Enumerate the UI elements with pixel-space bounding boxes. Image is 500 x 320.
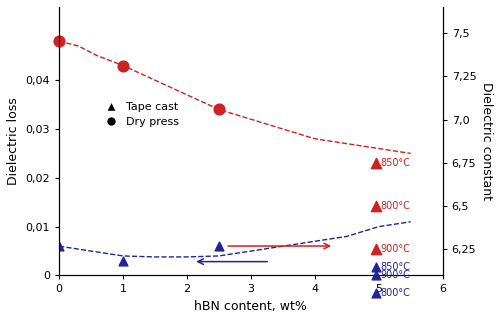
Y-axis label: Dielectric constant: Dielectric constant <box>480 82 493 200</box>
Text: 850°C: 850°C <box>380 158 410 168</box>
Text: 800°C: 800°C <box>380 288 410 298</box>
Text: 900°C: 900°C <box>380 244 410 254</box>
Text: 800°C: 800°C <box>380 201 410 211</box>
Point <box>372 247 380 252</box>
X-axis label: hBN content, wt%: hBN content, wt% <box>194 300 308 313</box>
Point <box>119 63 127 68</box>
Point <box>55 244 63 249</box>
Legend: Tape cast, Dry press: Tape cast, Dry press <box>96 97 184 132</box>
Point <box>119 258 127 263</box>
Point <box>215 244 223 249</box>
Text: 900°C: 900°C <box>380 270 410 280</box>
Y-axis label: Dielectric loss: Dielectric loss <box>7 97 20 185</box>
Point <box>55 39 63 44</box>
Point <box>372 204 380 209</box>
Text: 850°C: 850°C <box>380 262 410 272</box>
Point <box>215 107 223 112</box>
Point <box>372 273 380 278</box>
Point <box>372 264 380 269</box>
Point <box>372 160 380 165</box>
Point <box>372 290 380 295</box>
